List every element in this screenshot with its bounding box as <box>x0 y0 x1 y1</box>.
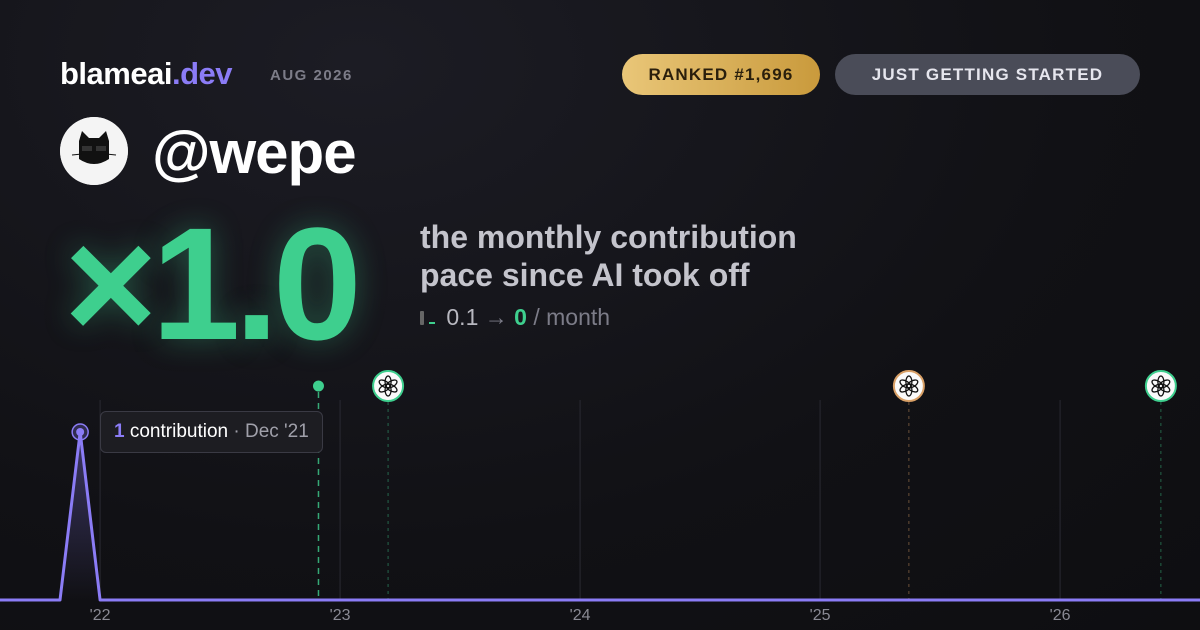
x-tick-label: '26 <box>1050 607 1071 624</box>
event-icon <box>1144 370 1177 402</box>
event-icon <box>372 370 405 402</box>
area <box>0 432 1200 600</box>
multiplier: ×1.0 <box>64 194 362 373</box>
handle: @wepe <box>152 119 357 186</box>
tooltip-label: contribution <box>129 421 229 442</box>
event-glyph <box>899 375 919 397</box>
glyph-petal <box>899 379 912 389</box>
pace-before: 0.1 <box>446 304 479 330</box>
point <box>76 428 85 436</box>
glyph-petal <box>378 379 391 389</box>
status-badge: JUST GETTING STARTED <box>835 54 1140 95</box>
description-line: pace since AI took off <box>420 257 750 293</box>
pace-arrow: → <box>484 304 508 330</box>
pace-icon <box>420 311 435 325</box>
tooltip-value: 1 <box>114 421 125 442</box>
pace: 0.1 → 0 / month <box>420 304 610 331</box>
glyph-petal <box>1151 379 1164 389</box>
pace-after: 0 <box>514 304 527 330</box>
x-tick-label: '24 <box>570 607 591 624</box>
brand: blameai.dev <box>60 56 232 92</box>
brand-suffix: .dev <box>171 56 233 91</box>
avatar <box>60 117 128 185</box>
date: AUG 2026 <box>270 67 353 84</box>
pace-unit: / month <box>533 304 611 330</box>
event-glyph <box>378 375 398 397</box>
x-tick-label: '22 <box>90 607 111 624</box>
event-glyph <box>1151 375 1171 397</box>
tooltip-date: Dec '21 <box>244 421 309 442</box>
brand-name: blameai <box>60 56 172 91</box>
tooltip-separator: · <box>233 421 240 442</box>
rank-badge: RANKED #1,696 <box>622 54 820 95</box>
x-tick-label: '25 <box>810 607 831 624</box>
description-line: the monthly contribution <box>420 219 797 255</box>
tooltip: 1 contribution · Dec '21 <box>100 411 323 453</box>
x-tick-label: '23 <box>330 607 351 624</box>
event-icon <box>892 370 925 402</box>
line <box>0 430 1200 602</box>
event-dot <box>312 380 324 392</box>
